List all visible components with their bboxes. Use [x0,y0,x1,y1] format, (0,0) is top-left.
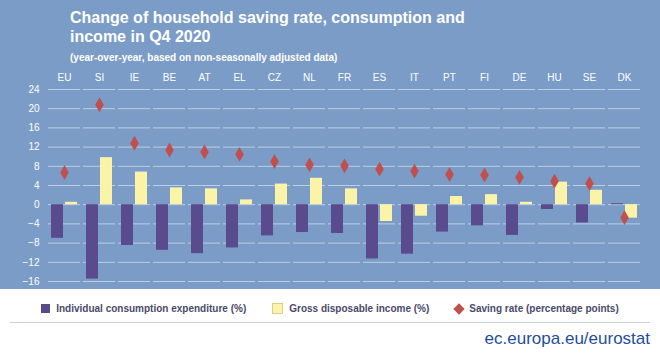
svg-text:−12: −12 [23,257,40,268]
html-text:ec.europa.eu/eurostat: ec.europa.eu/eurostat [484,329,650,348]
svg-text:−4: −4 [28,218,40,229]
svg-text:EL: EL [233,72,246,83]
svg-text:IE: IE [130,72,140,83]
html-text:Individual consumption expendi: Individual consumption expenditure (%) [56,303,247,314]
svg-text:20: 20 [28,103,40,114]
svg-text:8: 8 [34,161,40,172]
html-text:Change of household saving rat: Change of household saving rate, consump… [70,9,465,45]
html-text:(year-over-year, based on non-: (year-over-year, based on non-seasonally… [70,52,338,63]
svg-text:−8: −8 [28,237,40,248]
svg-text:4: 4 [34,180,40,191]
svg-text:−16: −16 [23,276,40,287]
svg-text:CZ: CZ [268,72,281,83]
svg-text:PT: PT [443,72,456,83]
svg-text:SE: SE [583,72,597,83]
svg-text:NL: NL [303,72,316,83]
svg-text:FI: FI [480,72,489,83]
html-text:Saving rate (percentage points: Saving rate (percentage points) [469,303,619,314]
svg-text:FR: FR [338,72,351,83]
svg-text:0: 0 [34,199,40,210]
svg-text:DK: DK [618,72,632,83]
svg-text:24: 24 [28,84,40,95]
svg-text:SI: SI [95,72,104,83]
svg-text:EU: EU [58,72,72,83]
html-text:Gross disposable income (%): Gross disposable income (%) [289,303,430,314]
svg-text:AT: AT [198,72,210,83]
svg-text:16: 16 [28,122,40,133]
svg-text:IT: IT [410,72,419,83]
svg-text:BE: BE [163,72,177,83]
svg-text:12: 12 [28,141,40,152]
svg-text:HU: HU [547,72,561,83]
svg-text:DE: DE [513,72,527,83]
svg-text:ES: ES [373,72,387,83]
